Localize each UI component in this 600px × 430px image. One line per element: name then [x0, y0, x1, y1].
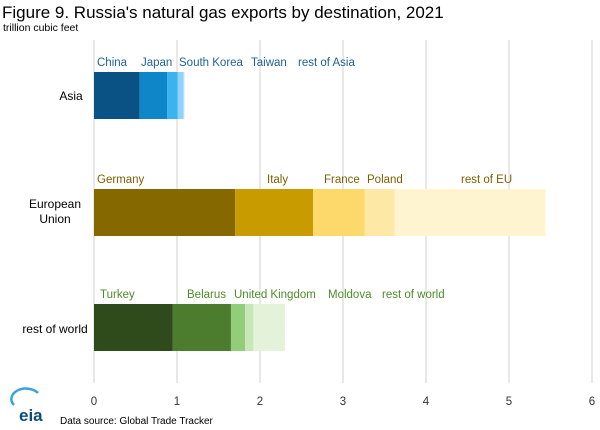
segment-label-rest-of-world-turkey: Turkey — [100, 289, 135, 301]
segment-label-european-union-rest-of-eu: rest of EU — [461, 174, 512, 186]
bar-asia-china — [94, 72, 140, 119]
segment-label-european-union-italy: Italy — [267, 174, 288, 186]
category-label-asia: Asia — [59, 89, 83, 103]
bar-european-union-germany — [94, 189, 236, 236]
data-source: Data source: Global Trade Tracker — [60, 416, 214, 427]
segment-label-rest-of-world-rest-of-world: rest of world — [382, 289, 445, 301]
logo-text: eia — [19, 406, 43, 425]
bar-rest-of-world-moldova — [245, 304, 254, 351]
x-tick-label-0: 0 — [91, 396, 97, 408]
bar-asia-japan — [139, 72, 168, 119]
bar-asia-rest-of-asia — [183, 72, 185, 119]
x-tick-label-4: 4 — [423, 396, 430, 408]
eia-logo: eia — [10, 387, 43, 425]
bar-rest-of-world-rest-of-world — [253, 304, 285, 351]
bar-asia-south-korea — [167, 72, 178, 119]
x-tick-label-2: 2 — [257, 396, 263, 408]
category-label-european-union: European Union — [29, 197, 81, 226]
segment-label-european-union-france: France — [324, 174, 360, 186]
bar-european-union-poland — [364, 189, 395, 236]
x-tick-labels: 0 1 2 3 4 5 6 — [91, 396, 595, 408]
x-tick-label-3: 3 — [340, 396, 346, 408]
chart-subtitle: trillion cubic feet — [3, 22, 78, 34]
segment-label-asia-japan: Japan — [141, 57, 172, 69]
bar-rest-of-world-united-kingdom — [230, 304, 246, 351]
logo-arc — [10, 387, 39, 406]
segment-labels: China Japan South Korea Taiwan rest of Asia G… — [97, 57, 512, 301]
chart-title: Figure 9. Russia's natural gas exports b… — [2, 3, 444, 22]
bar-european-union-rest-of-eu — [394, 189, 546, 236]
x-tick-label-1: 1 — [174, 396, 180, 408]
segment-label-rest-of-world-moldova: Moldova — [328, 289, 372, 301]
segment-label-asia-south-korea: South Korea — [179, 57, 244, 69]
segment-label-european-union-germany: Germany — [97, 174, 145, 186]
segment-label-rest-of-world-united-kingdom: United Kingdom — [234, 289, 316, 301]
bar-european-union-france — [313, 189, 365, 236]
segment-label-rest-of-world-belarus: Belarus — [187, 289, 226, 301]
segment-label-asia-taiwan: Taiwan — [251, 57, 287, 69]
bar-rest-of-world-belarus — [172, 304, 231, 351]
category-labels: Asia European Union rest of world — [22, 89, 87, 336]
x-tick-label-6: 6 — [589, 396, 595, 408]
x-tick-label-5: 5 — [506, 396, 512, 408]
bar-rest-of-world-turkey — [94, 304, 173, 351]
segment-label-european-union-poland: Poland — [367, 174, 403, 186]
category-label-rest-of-world: rest of world — [22, 322, 87, 336]
segment-label-asia-rest-of-asia: rest of Asia — [298, 57, 355, 69]
bar-european-union-italy — [235, 189, 314, 236]
bars-group — [94, 72, 546, 351]
bar-asia-taiwan — [177, 72, 184, 119]
segment-label-asia-china: China — [97, 57, 128, 69]
